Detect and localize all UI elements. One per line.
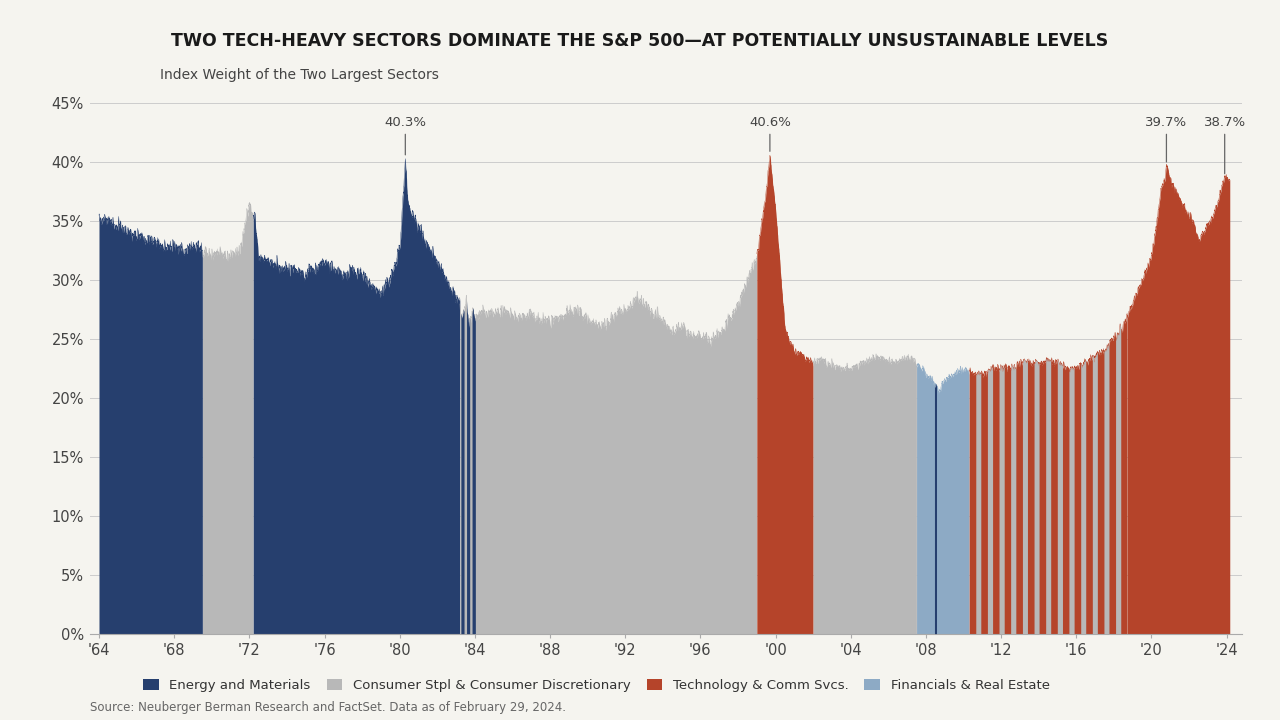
Text: TWO TECH-HEAVY SECTORS DOMINATE THE S&P 500—AT POTENTIALLY UNSUSTAINABLE LEVELS: TWO TECH-HEAVY SECTORS DOMINATE THE S&P … — [172, 32, 1108, 50]
Text: Source: Neuberger Berman Research and FactSet. Data as of February 29, 2024.: Source: Neuberger Berman Research and Fa… — [90, 701, 566, 714]
Text: 38.7%: 38.7% — [1203, 116, 1245, 174]
Text: 40.6%: 40.6% — [749, 116, 791, 151]
Text: 39.7%: 39.7% — [1146, 116, 1188, 162]
Legend: Energy and Materials, Consumer Stpl & Consumer Discretionary, Technology & Comm : Energy and Materials, Consumer Stpl & Co… — [138, 674, 1055, 698]
Text: Index Weight of the Two Largest Sectors: Index Weight of the Two Largest Sectors — [160, 68, 439, 82]
Text: 40.3%: 40.3% — [384, 116, 426, 155]
